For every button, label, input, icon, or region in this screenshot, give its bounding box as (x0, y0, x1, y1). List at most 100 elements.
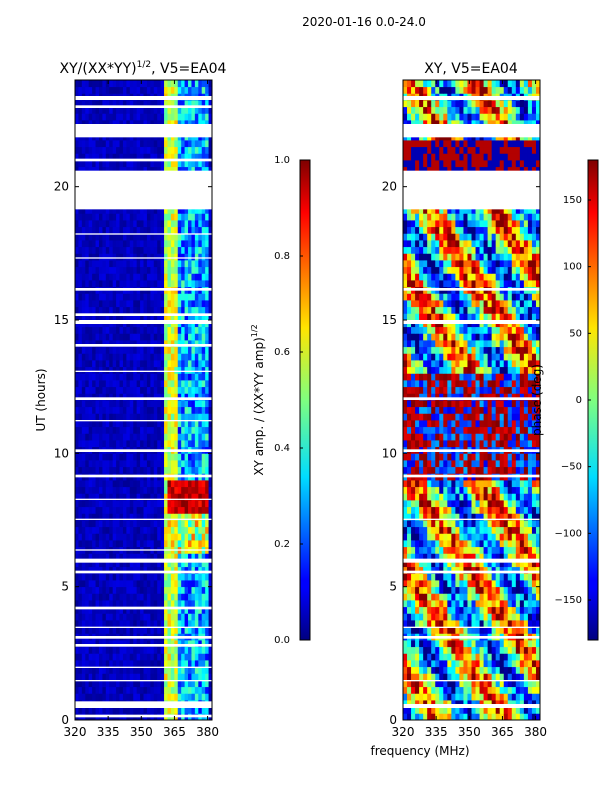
heatmap-cell (119, 693, 124, 701)
heatmap-cell (435, 580, 440, 588)
heatmap-cell (451, 520, 456, 528)
heatmap-cell (167, 440, 172, 448)
heatmap-cell (431, 560, 436, 568)
heatmap-cell (95, 266, 100, 274)
heatmap-cell (483, 613, 489, 621)
heatmap-cell (495, 560, 501, 568)
heatmap-cell (451, 653, 456, 661)
heatmap-cell (188, 300, 192, 308)
heatmap-cell (201, 146, 206, 154)
heatmap-cell (92, 253, 96, 261)
heatmap-cell (75, 293, 79, 301)
heatmap-cell (455, 646, 460, 654)
heatmap-cell (177, 253, 182, 261)
heatmap-cell (112, 266, 117, 274)
heatmap-cell (126, 500, 131, 508)
heatmap-cell (146, 533, 151, 541)
heatmap-cell (146, 213, 151, 221)
heatmap-cell (133, 566, 138, 574)
heatmap-cell (98, 620, 103, 628)
heatmap-cell (143, 426, 148, 434)
heatmap-cell (411, 533, 416, 541)
heatmap-cell (191, 513, 196, 521)
heatmap-cell (205, 253, 209, 261)
heatmap-cell (447, 533, 452, 541)
heatmap-cell (184, 340, 189, 348)
blank-band (75, 420, 212, 422)
heatmap-cell (160, 333, 165, 341)
heatmap-cell (479, 526, 484, 534)
heatmap-cell (92, 646, 96, 654)
heatmap-cell (95, 580, 100, 588)
heatmap-cell (479, 560, 484, 568)
heatmap-cell (403, 686, 408, 694)
heatmap-cell (88, 340, 93, 348)
heatmap-cell (167, 533, 172, 541)
heatmap-cell (153, 233, 158, 241)
heatmap-cell (160, 666, 165, 674)
heatmap-cell (463, 613, 468, 621)
heatmap-cell (122, 586, 127, 594)
heatmap-cell (188, 140, 192, 148)
heatmap-cell (499, 580, 505, 588)
heatmap-cell (184, 313, 189, 321)
heatmap-cell (174, 153, 179, 161)
heatmap-cell (105, 140, 110, 148)
heatmap-cell (146, 513, 151, 521)
heatmap-cell (160, 693, 165, 701)
heatmap-cell (201, 120, 206, 128)
heatmap-cell (126, 346, 131, 354)
heatmap-cell (102, 606, 107, 614)
heatmap-cell (535, 613, 541, 621)
heatmap-cell (181, 680, 186, 688)
heatmap-cell (447, 626, 452, 634)
heatmap-cell (507, 553, 513, 561)
heatmap-cell (407, 573, 412, 581)
heatmap-cell (205, 380, 209, 388)
heatmap-cell (435, 546, 440, 554)
heatmap-cell (95, 500, 100, 508)
heatmap-cell (188, 253, 192, 261)
heatmap-cell (133, 706, 138, 714)
heatmap-cell (491, 613, 497, 621)
heatmap-cell (136, 293, 141, 301)
heatmap-cell (95, 553, 100, 561)
heatmap-cell (150, 326, 155, 334)
heatmap-cell (208, 120, 213, 128)
heatmap-cell (98, 693, 103, 701)
heatmap-cell (146, 220, 151, 228)
heatmap-cell (181, 613, 186, 621)
heatmap-cell (507, 540, 513, 548)
heatmap-cell (112, 606, 117, 614)
heatmap-cell (95, 420, 100, 428)
heatmap-cell (403, 580, 408, 588)
heatmap-cell (78, 246, 83, 254)
heatmap-cell (95, 246, 100, 254)
heatmap-cell (133, 240, 138, 248)
heatmap-cell (205, 120, 209, 128)
heatmap-cell (136, 606, 141, 614)
heatmap-cell (129, 400, 134, 408)
heatmap-cell (95, 653, 100, 661)
heatmap-cell (511, 666, 517, 674)
heatmap-cell (75, 453, 79, 461)
heatmap-cell (150, 540, 155, 548)
heatmap-cell (143, 660, 148, 668)
heatmap-cell (167, 560, 172, 568)
heatmap-cell (194, 340, 199, 348)
heatmap-cell (150, 593, 155, 601)
heatmap-cell (112, 273, 117, 281)
heatmap-cell (177, 273, 182, 281)
heatmap-cell (88, 120, 93, 128)
heatmap-cell (531, 660, 537, 668)
heatmap-cell (126, 620, 131, 628)
heatmap-cell (112, 400, 117, 408)
heatmap-cell (201, 706, 206, 714)
heatmap-cell (78, 360, 83, 368)
heatmap-cell (403, 646, 408, 654)
heatmap-cell (201, 326, 206, 334)
heatmap-cell (198, 626, 203, 634)
blank-band (75, 397, 212, 400)
heatmap-cell (194, 560, 199, 568)
heatmap-cell (136, 526, 141, 534)
